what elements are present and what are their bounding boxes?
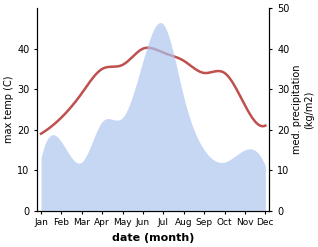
Y-axis label: max temp (C): max temp (C) bbox=[4, 76, 14, 143]
X-axis label: date (month): date (month) bbox=[112, 233, 194, 243]
Y-axis label: med. precipitation
(kg/m2): med. precipitation (kg/m2) bbox=[292, 65, 314, 154]
